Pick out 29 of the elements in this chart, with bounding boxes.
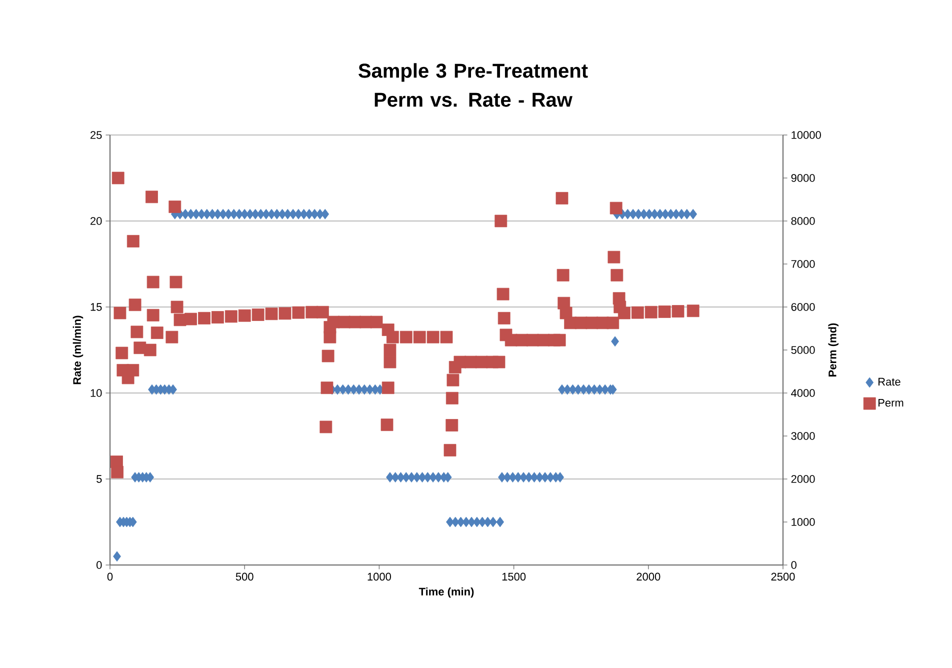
y2-tick-label: 8000 xyxy=(791,217,815,225)
y-tick-label: 5 xyxy=(96,475,102,483)
y2-tick-label: 4000 xyxy=(791,389,815,397)
y2-tick-label: 2000 xyxy=(791,475,815,483)
y2-tick-label: 10000 xyxy=(792,131,821,139)
y-tick-label: 25 xyxy=(90,131,102,139)
y-tick-label: 15 xyxy=(90,303,102,311)
x-tick-label: 1500 xyxy=(502,572,526,581)
y2-axis-title: Perm (md) xyxy=(828,323,839,376)
chart-title: Sample 3 Pre-Treatment Perm vs. Rate - Raw xyxy=(358,63,588,107)
y-tick-label: 0 xyxy=(96,561,102,569)
x-axis-title: Time (min) xyxy=(418,587,474,598)
y2-tick-label: 0 xyxy=(791,561,796,569)
y-tick-label: 20 xyxy=(90,217,102,225)
x-tick-label: 2000 xyxy=(636,572,660,581)
x-tick-label: 1000 xyxy=(368,572,391,581)
y2-tick-label: 7000 xyxy=(791,260,815,268)
y2-tick-label: 1000 xyxy=(792,518,815,526)
x-tick-label: 2500 xyxy=(771,572,795,581)
y-tick-label: 10 xyxy=(90,389,102,397)
x-tick-label: 500 xyxy=(236,572,254,581)
x-tick-label: 0 xyxy=(107,572,113,581)
y2-tick-label: 6000 xyxy=(791,303,815,311)
legend-label: Perm xyxy=(878,399,904,407)
y2-tick-label: 9000 xyxy=(791,174,815,182)
y-axis-title: Rate (ml/min) xyxy=(72,316,84,384)
legend-label: Rate xyxy=(878,378,900,386)
y2-tick-label: 5000 xyxy=(791,346,815,354)
y2-tick-label: 3000 xyxy=(791,432,815,440)
